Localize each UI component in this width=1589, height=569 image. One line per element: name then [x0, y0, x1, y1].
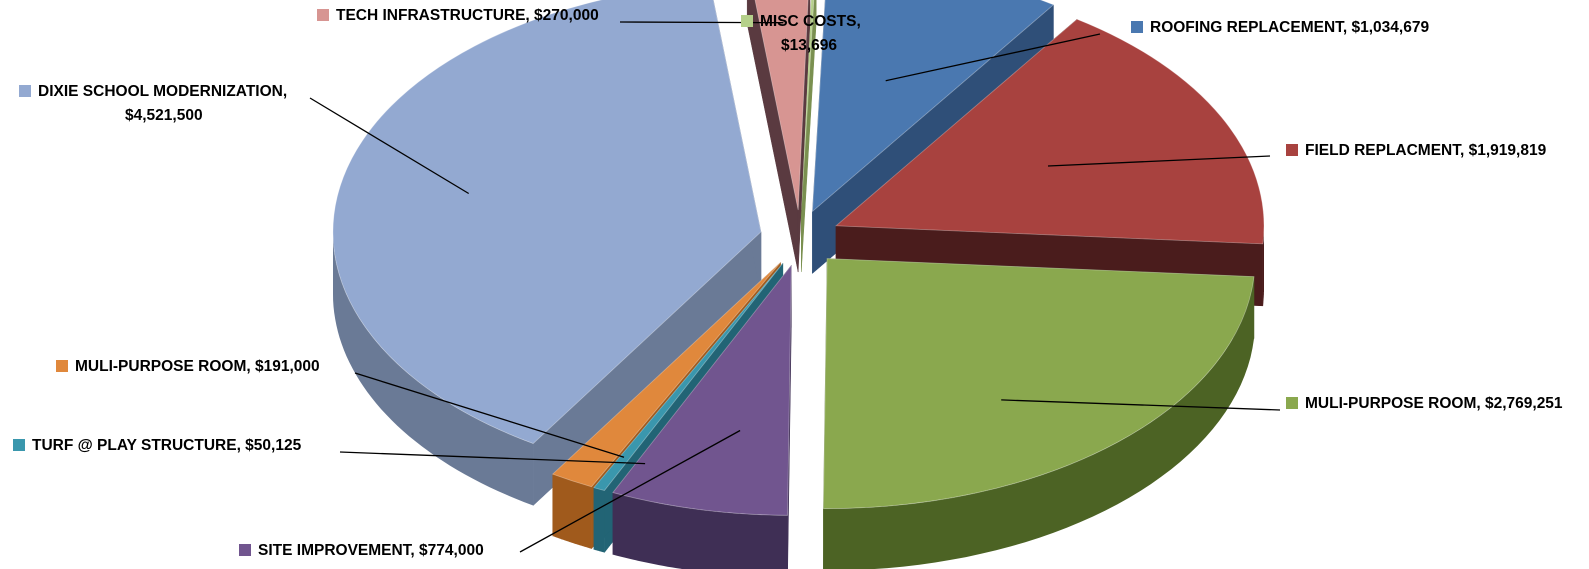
leader-line	[1047, 155, 1271, 167]
pie-slice	[332, 0, 762, 507]
legend-key-square	[1286, 144, 1298, 156]
slice-top-face	[593, 263, 784, 491]
slice-label: MULI-PURPOSE ROOM, $191,000	[75, 358, 320, 375]
slice-label: ROOFING REPLACEMENT, $1,034,679	[1150, 19, 1429, 36]
leader-line	[309, 97, 470, 195]
slice-outer-wall	[823, 276, 1254, 569]
slice-label: TECH INFRASTRUCTURE, $270,000	[336, 7, 599, 24]
legend-key-square	[19, 85, 31, 97]
slice-top-face	[612, 264, 792, 516]
legend-key-square	[741, 15, 753, 27]
slice-label: DIXIE SCHOOL MODERNIZATION,	[38, 83, 287, 100]
slice-outer-wall	[1262, 225, 1264, 306]
slice-top-face	[822, 258, 1255, 509]
slice-label: SITE IMPROVEMENT, $774,000	[258, 542, 484, 559]
slice-value-label: $13,696	[781, 37, 837, 54]
slice-label: TURF @ PLAY STRUCTURE, $50,125	[32, 437, 302, 454]
pie-slices	[332, 0, 1265, 569]
slice-top-face	[551, 262, 781, 488]
pie-slice	[822, 258, 1255, 569]
slice-top-face	[834, 18, 1265, 245]
leader-line	[1001, 399, 1281, 411]
leader-line	[885, 33, 1101, 82]
leader-lines	[309, 21, 1281, 553]
slice-outer-wall	[552, 474, 592, 549]
legend-key-square	[1286, 397, 1298, 409]
slice-outer-wall	[612, 492, 788, 569]
slice-label: MULI-PURPOSE ROOM, $2,769,251	[1305, 395, 1563, 412]
slice-side-wall	[801, 0, 817, 273]
slice-top-face	[332, 0, 762, 444]
slice-top-face	[811, 0, 1055, 213]
pie-slice	[612, 264, 792, 569]
leader-line	[354, 372, 625, 458]
slice-top-face	[754, 0, 809, 211]
slice-outer-wall	[333, 231, 534, 506]
leader-line	[519, 429, 741, 553]
legend-key-square	[239, 544, 251, 556]
slice-value-label: $4,521,500	[125, 107, 203, 124]
slice-labels: ROOFING REPLACEMENT, $1,034,679 FIELD REP…	[13, 7, 1563, 559]
legend-key-square	[13, 439, 25, 451]
leader-line	[619, 21, 784, 24]
pie-slice	[746, 0, 811, 273]
legend-key-square	[317, 9, 329, 21]
legend-key-square	[1131, 21, 1143, 33]
slice-label: MISC COSTS,	[760, 13, 861, 30]
leader-line	[339, 451, 646, 465]
slice-label: FIELD REPLACMENT, $1,919,819	[1305, 142, 1547, 159]
legend-key-square	[56, 360, 68, 372]
slice-outer-wall	[593, 487, 605, 553]
